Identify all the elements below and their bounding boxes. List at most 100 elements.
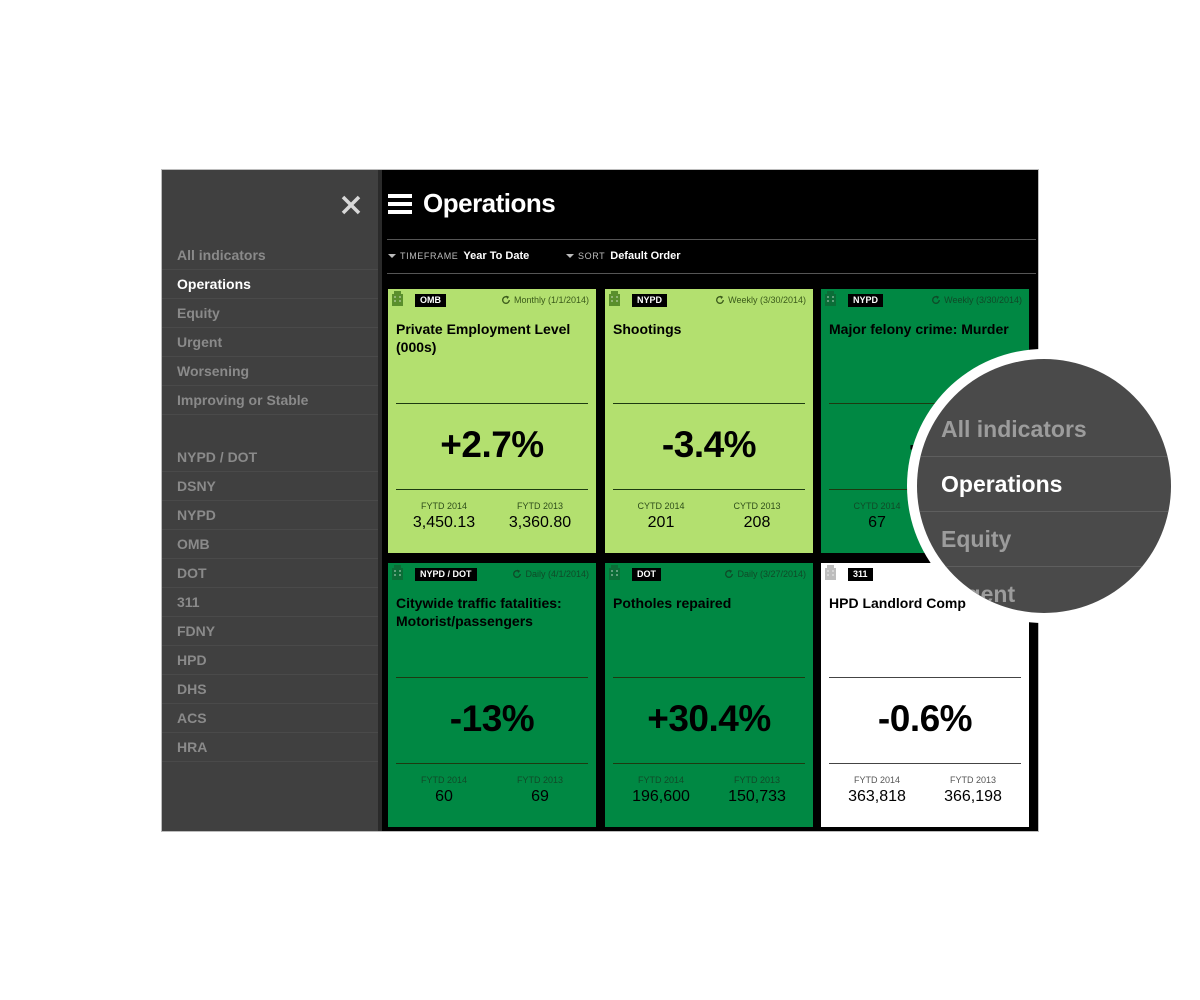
prior-period-stat: CYTD 2013 208 xyxy=(709,501,805,532)
stat-label: FYTD 2013 xyxy=(516,501,564,511)
stat-label: FYTD 2013 xyxy=(733,775,781,785)
indicator-card[interactable]: OMB Monthly (1/1/2014) Private Employmen… xyxy=(388,289,596,553)
agency-badge: OMB xyxy=(415,294,446,307)
magnified-item-urgent[interactable]: Urgent xyxy=(917,567,1171,613)
sidebar-item-hpd[interactable]: HPD xyxy=(162,646,378,675)
percent-change: -0.6% xyxy=(877,698,973,739)
current-period-stat: CYTD 2014 67 xyxy=(829,501,925,532)
prior-period-stat: FYTD 2013 69 xyxy=(492,775,588,806)
stat-label: FYTD 2014 xyxy=(420,775,468,785)
sidebar-item-omb[interactable]: OMB xyxy=(162,530,378,559)
refresh-icon xyxy=(715,295,728,305)
stat-label: CYTD 2013 xyxy=(733,501,781,511)
sort-value: Default Order xyxy=(610,250,681,262)
sidebar-item-acs[interactable]: ACS xyxy=(162,704,378,733)
agency-badge: NYPD xyxy=(632,294,668,307)
magnified-item-all-indicators[interactable]: All indicators xyxy=(917,402,1171,457)
sidebar-item-improving-or-stable[interactable]: Improving or Stable xyxy=(162,386,378,415)
timeframe-value: Year To Date xyxy=(463,250,530,262)
indicator-card[interactable]: DOT Daily (3/27/2014) Potholes repaired … xyxy=(605,563,813,827)
refresh-icon xyxy=(512,569,525,579)
stat-label: CYTD 2014 xyxy=(637,501,685,511)
stat-value: 208 xyxy=(743,514,771,531)
card-divider xyxy=(396,677,588,678)
sidebar-item-hra[interactable]: HRA xyxy=(162,733,378,762)
current-period-stat: FYTD 2014 363,818 xyxy=(829,775,925,806)
stat-value: 60 xyxy=(435,788,453,805)
percent-change: -13% xyxy=(449,698,535,739)
magnified-item-equity[interactable]: Equity xyxy=(917,512,1171,567)
hamburger-menu-icon[interactable] xyxy=(388,194,412,214)
current-period-stat: FYTD 2014 60 xyxy=(396,775,492,806)
sidebar-item-nypd-dot[interactable]: NYPD / DOT xyxy=(162,443,378,472)
timeframe-dropdown[interactable]: TIMEFRAME Year To Date xyxy=(388,250,529,262)
percent-change: -3.4% xyxy=(661,424,757,465)
caret-down-icon xyxy=(388,254,396,259)
agency-badge: NYPD xyxy=(848,294,884,307)
sidebar-item-operations[interactable]: Operations xyxy=(162,270,378,299)
current-period-stat: CYTD 2014 201 xyxy=(613,501,709,532)
caret-down-icon xyxy=(566,254,574,259)
indicator-title: Major felony crime: Murder xyxy=(829,321,1009,337)
frequency-text: Weekly (3/30/2014) xyxy=(728,295,806,305)
card-divider xyxy=(613,763,805,764)
refresh-icon xyxy=(724,569,737,579)
building-icon xyxy=(391,565,404,580)
building-icon xyxy=(608,291,621,306)
building-icon xyxy=(824,291,837,306)
indicator-title: Private Employment Level (000s) xyxy=(396,321,571,355)
card-divider xyxy=(396,489,588,490)
card-divider xyxy=(396,403,588,404)
stat-value: 3,360.80 xyxy=(508,514,572,531)
sidebar-item-dhs[interactable]: DHS xyxy=(162,675,378,704)
indicator-title: Potholes repaired xyxy=(613,595,732,611)
update-frequency: Weekly (3/30/2014) xyxy=(931,295,1022,305)
card-divider xyxy=(829,677,1021,678)
prior-period-stat: FYTD 2013 3,360.80 xyxy=(492,501,588,532)
card-divider xyxy=(829,403,1021,404)
update-frequency: Monthly (1/1/2014) xyxy=(501,295,589,305)
sidebar-item-311[interactable]: 311 xyxy=(162,588,378,617)
percent-change: +2.7% xyxy=(440,424,544,465)
card-divider xyxy=(829,763,1021,764)
sidebar-filter-list: All indicators Operations Equity Urgent … xyxy=(162,241,378,415)
prior-period-stat: FYTD 2013 366,198 xyxy=(925,775,1021,806)
timeframe-label: TIMEFRAME xyxy=(400,251,459,261)
indicator-title: Shootings xyxy=(613,321,682,337)
indicator-title: HPD Landlord Comp xyxy=(829,595,966,611)
update-frequency: Daily (4/1/2014) xyxy=(512,569,589,579)
sidebar: All indicators Operations Equity Urgent … xyxy=(162,170,382,831)
card-divider xyxy=(613,677,805,678)
close-icon[interactable] xyxy=(338,192,364,218)
stat-label: FYTD 2014 xyxy=(853,775,901,785)
sort-label: SORT xyxy=(578,251,606,261)
stat-value: 201 xyxy=(647,514,675,531)
stat-value: 67 xyxy=(868,514,886,531)
indicator-card[interactable]: 311 HPD Landlord Comp -0.6% FYTD 2014 363… xyxy=(821,563,1029,827)
sort-dropdown[interactable]: SORT Default Order xyxy=(566,250,681,262)
percent-change: +30.4% xyxy=(647,698,771,739)
agency-badge: NYPD / DOT xyxy=(415,568,477,581)
magnified-filter-list: All indicators Operations Equity Urgent xyxy=(917,402,1171,613)
sidebar-item-urgent[interactable]: Urgent xyxy=(162,328,378,357)
sidebar-item-worsening[interactable]: Worsening xyxy=(162,357,378,386)
sidebar-item-equity[interactable]: Equity xyxy=(162,299,378,328)
header-divider xyxy=(387,239,1036,240)
sidebar-item-all-indicators[interactable]: All indicators xyxy=(162,241,378,270)
card-divider xyxy=(613,489,805,490)
current-period-stat: FYTD 2014 3,450.13 xyxy=(396,501,492,532)
stat-value: 196,600 xyxy=(632,788,690,805)
indicator-card[interactable]: NYPD Weekly (3/30/2014) Shootings -3.4% … xyxy=(605,289,813,553)
magnified-item-operations[interactable]: Operations xyxy=(917,457,1171,512)
frequency-text: Weekly (3/30/2014) xyxy=(944,295,1022,305)
stat-label: FYTD 2014 xyxy=(637,775,685,785)
sidebar-item-dsny[interactable]: DSNY xyxy=(162,472,378,501)
sidebar-item-dot[interactable]: DOT xyxy=(162,559,378,588)
stat-label: CYTD 2014 xyxy=(853,501,901,511)
indicator-card[interactable]: NYPD / DOT Daily (4/1/2014) Citywide tra… xyxy=(388,563,596,827)
page-title: Operations xyxy=(423,188,556,218)
sidebar-item-fdny[interactable]: FDNY xyxy=(162,617,378,646)
indicator-title: Citywide traffic fatalities: Motorist/pa… xyxy=(396,595,562,629)
sidebar-item-nypd[interactable]: NYPD xyxy=(162,501,378,530)
stat-value: 150,733 xyxy=(728,788,786,805)
